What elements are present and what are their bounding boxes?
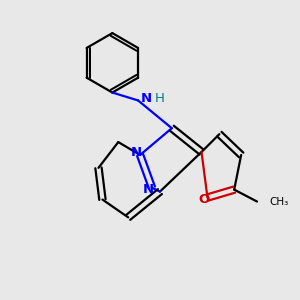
- Text: N: N: [142, 183, 154, 196]
- Text: O: O: [199, 193, 210, 206]
- Text: CH₃: CH₃: [269, 196, 288, 206]
- Text: N: N: [130, 146, 142, 160]
- Text: N: N: [140, 92, 152, 105]
- Text: H: H: [155, 92, 165, 105]
